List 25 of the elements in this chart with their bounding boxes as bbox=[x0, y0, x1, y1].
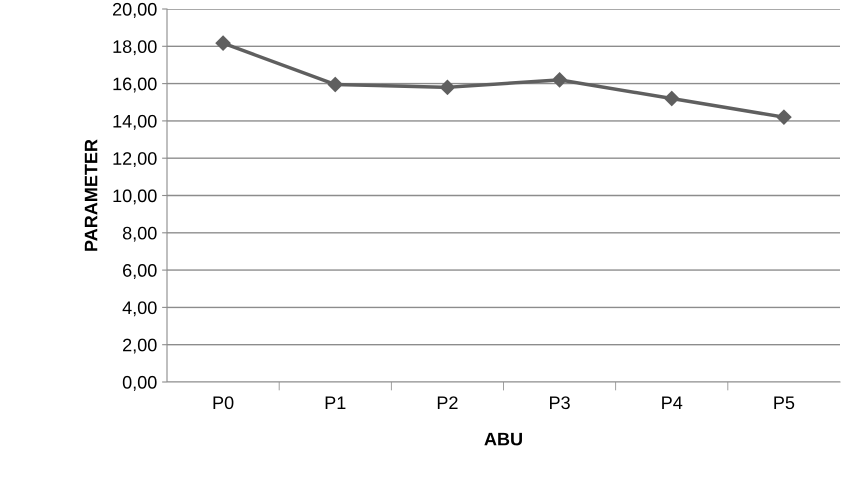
x-axis-title: ABU bbox=[484, 432, 522, 446]
x-tick-label: P3 bbox=[550, 396, 570, 410]
y-tick-label: 18,00 bbox=[113, 40, 157, 56]
point bbox=[552, 72, 568, 88]
point bbox=[216, 36, 231, 51]
y-tick-label: 0,00 bbox=[122, 376, 157, 391]
x-tick-label: P1 bbox=[326, 396, 346, 409]
y-tick-label: 12,00 bbox=[113, 152, 157, 168]
point bbox=[328, 76, 343, 92]
y-tick-label: 6,00 bbox=[123, 264, 157, 279]
y-tick-label: 16,00 bbox=[113, 78, 157, 92]
y-tick-label: 14,00 bbox=[113, 114, 157, 130]
x-tick-label: P4 bbox=[662, 396, 682, 409]
y-tick-label: 20,00 bbox=[113, 2, 157, 18]
x-tick-label: P5 bbox=[774, 396, 794, 410]
x-tick-label: P0 bbox=[214, 396, 234, 410]
point bbox=[440, 80, 455, 95]
point bbox=[776, 110, 792, 125]
x-tick-label: P2 bbox=[438, 396, 458, 409]
y-tick-label: 8,00 bbox=[122, 226, 157, 242]
y-tick-label: 2,00 bbox=[123, 338, 157, 354]
y-tick-label: 10,00 bbox=[113, 189, 157, 204]
y-axis-title: PARAMETER bbox=[84, 139, 98, 251]
y-tick-label: 4,00 bbox=[122, 301, 157, 316]
point bbox=[664, 90, 680, 106]
